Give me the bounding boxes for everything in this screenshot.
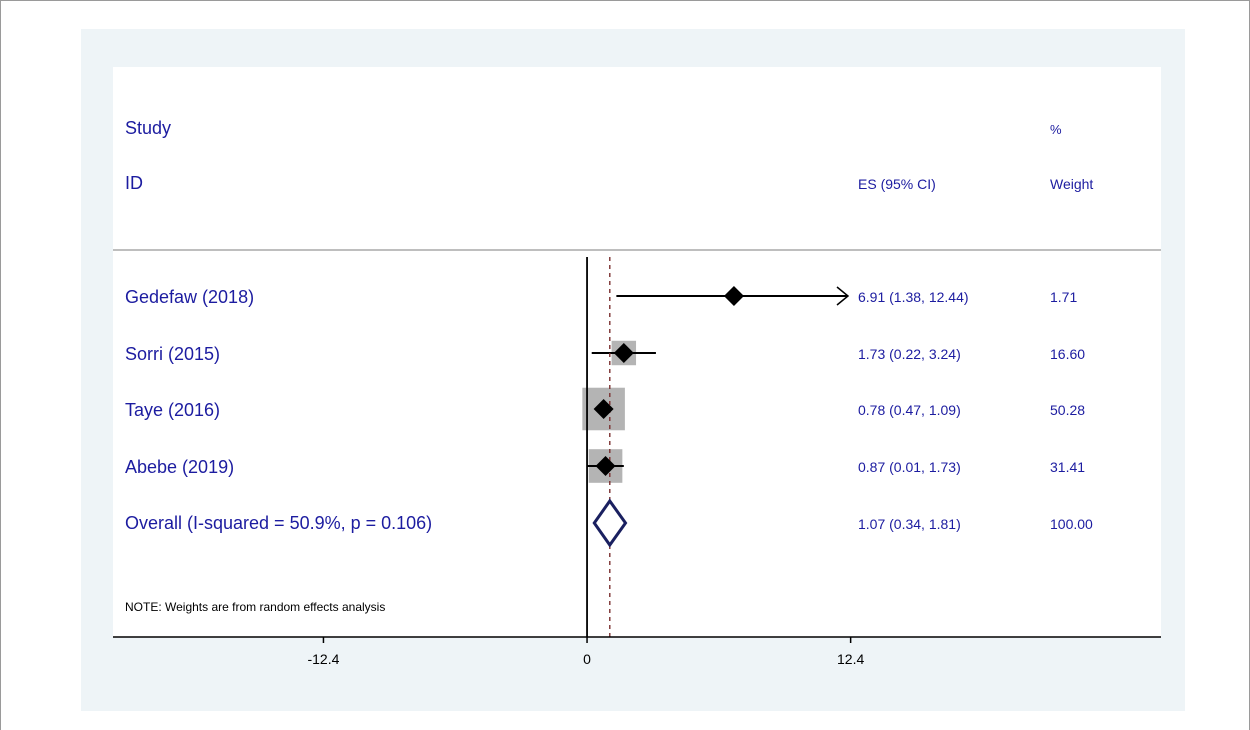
weight-text: 16.60 <box>1050 346 1085 362</box>
header-study: Study <box>125 118 171 138</box>
overall-es-text: 1.07 (0.34, 1.81) <box>858 516 961 532</box>
x-tick-label: -12.4 <box>307 651 339 667</box>
es-text: 6.91 (1.38, 12.44) <box>858 289 969 305</box>
es-text: 0.87 (0.01, 1.73) <box>858 459 961 475</box>
study-label: Abebe (2019) <box>125 457 234 477</box>
x-axis-ticks: -12.4 0 12.4 <box>307 637 864 667</box>
study-label: Gedefaw (2018) <box>125 287 254 307</box>
x-tick-label: 12.4 <box>837 651 864 667</box>
point-estimate <box>595 456 616 476</box>
point-estimate <box>613 343 634 363</box>
point-estimate <box>593 399 614 419</box>
x-tick-label: 0 <box>583 651 591 667</box>
note-text: NOTE: Weights are from random effects an… <box>125 600 385 614</box>
header-weight: Weight <box>1050 176 1093 192</box>
study-label: Taye (2016) <box>125 400 220 420</box>
point-estimates <box>593 286 744 476</box>
overall-weight-text: 100.00 <box>1050 516 1093 532</box>
study-labels: Gedefaw (2018) Sorri (2015) Taye (2016) Abe… <box>125 287 254 477</box>
weight-labels: 1.71 16.60 50.28 31.41 <box>1050 289 1085 475</box>
weight-text: 50.28 <box>1050 402 1085 418</box>
overall-label: Overall (I-squared = 50.9%, p = 0.106) <box>125 513 432 533</box>
weight-text: 1.71 <box>1050 289 1077 305</box>
overall-diamond <box>592 498 628 548</box>
header-es-ci: ES (95% CI) <box>858 176 936 192</box>
header-id: ID <box>125 173 143 193</box>
weight-text: 31.41 <box>1050 459 1085 475</box>
study-label: Sorri (2015) <box>125 344 220 364</box>
header-weight-percent: % <box>1050 122 1062 137</box>
es-text: 0.78 (0.47, 1.09) <box>858 402 961 418</box>
ci-arrow <box>836 286 850 306</box>
effect-size-labels: 6.91 (1.38, 12.44) 1.73 (0.22, 3.24) 0.78 … <box>858 289 969 475</box>
es-text: 1.73 (0.22, 3.24) <box>858 346 961 362</box>
point-estimate <box>723 286 744 306</box>
